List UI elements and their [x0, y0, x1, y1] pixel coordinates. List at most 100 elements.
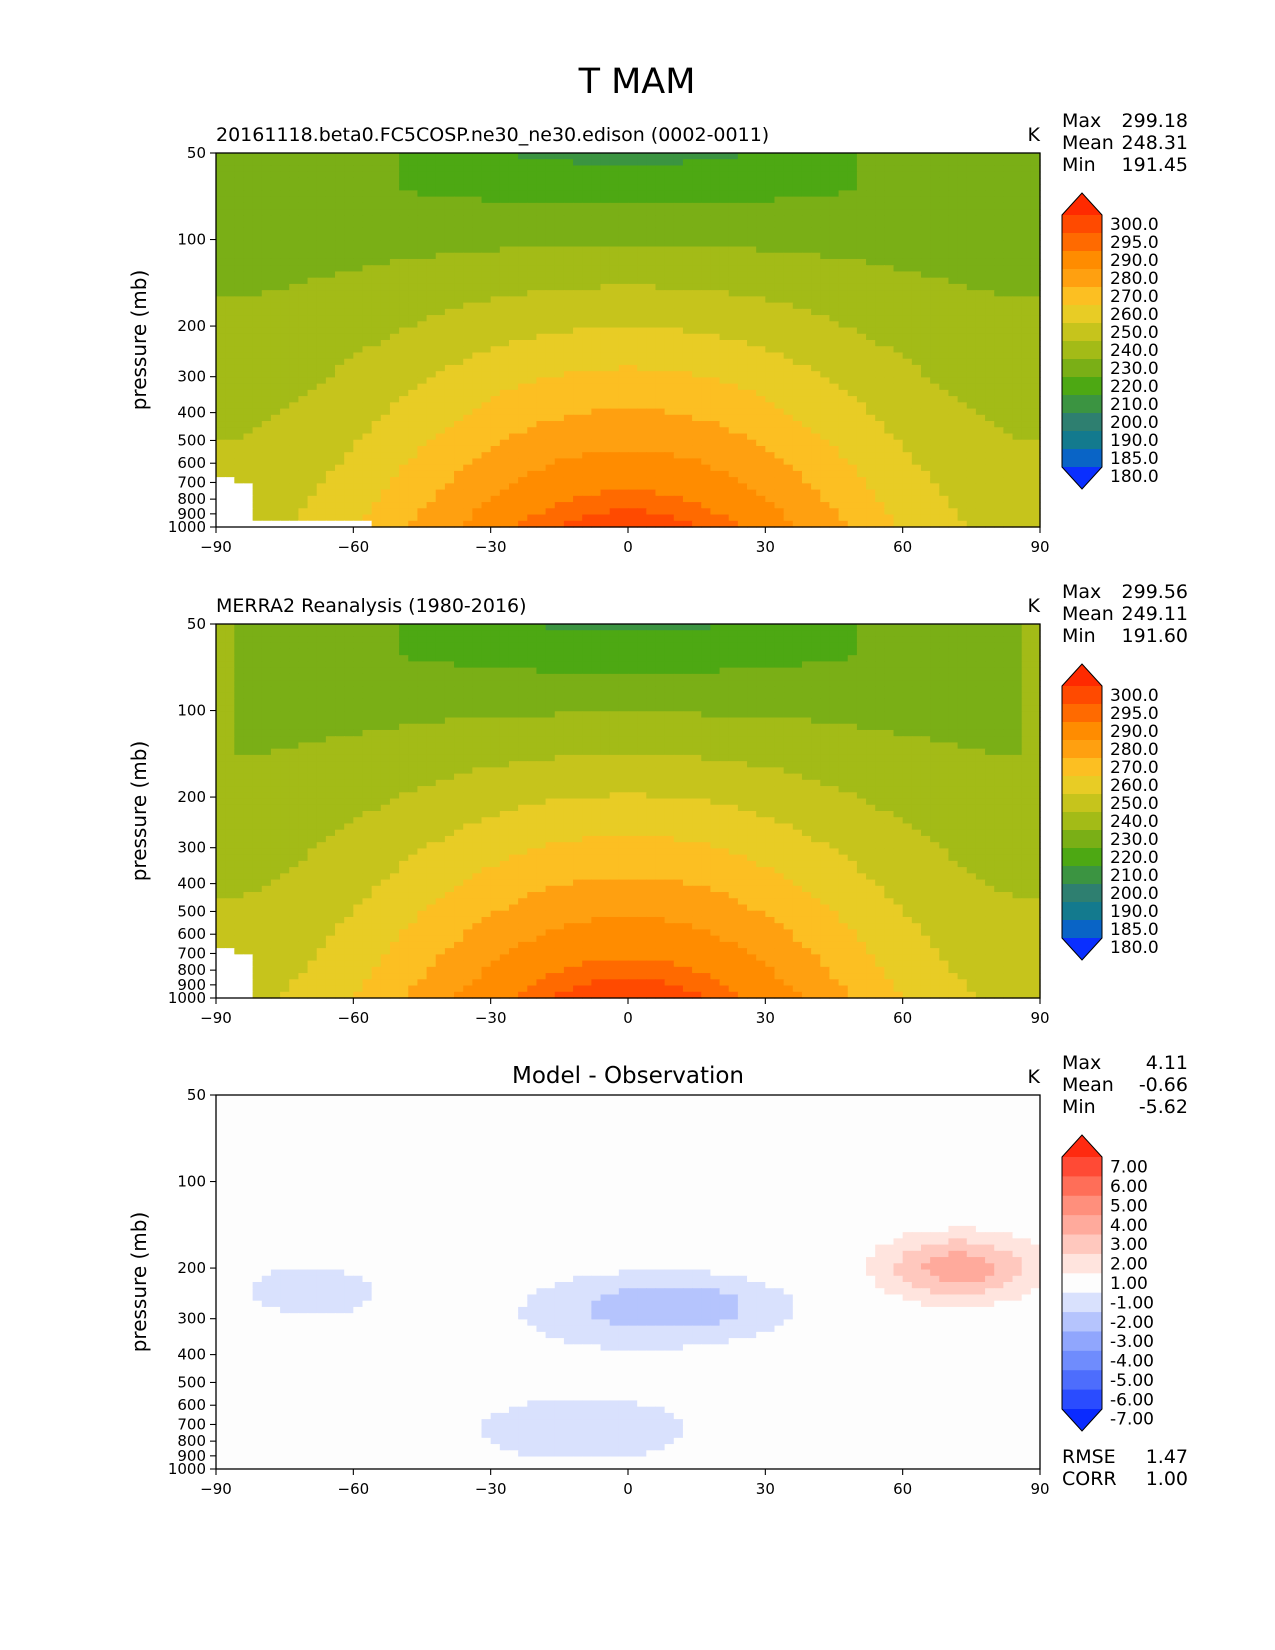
field-cell — [619, 446, 629, 453]
field-cell — [500, 215, 510, 222]
field-cell — [582, 315, 592, 322]
field-cell — [903, 352, 913, 359]
field-cell — [848, 184, 858, 191]
field-cell — [216, 153, 226, 160]
field-cell — [720, 259, 730, 266]
field-cell — [784, 409, 794, 416]
field-cell — [665, 296, 675, 303]
field-cell — [738, 234, 748, 241]
field-cell — [857, 228, 867, 235]
field-cell — [720, 440, 730, 447]
field-cell — [1013, 209, 1023, 216]
field-cell — [491, 222, 501, 229]
field-cell — [939, 197, 949, 204]
field-cell — [674, 409, 684, 416]
field-cell — [710, 303, 720, 310]
field-cell — [427, 278, 437, 285]
field-cell — [372, 352, 382, 359]
field-cell — [308, 440, 318, 447]
field-cell — [335, 390, 345, 397]
field-cell — [353, 365, 363, 372]
field-cell — [353, 222, 363, 229]
field-cell — [948, 384, 958, 391]
field-cell — [903, 359, 913, 366]
field-cell — [765, 253, 775, 260]
field-cell — [848, 396, 858, 403]
field-cell — [234, 334, 244, 341]
field-cell — [271, 247, 281, 254]
field-cell — [994, 234, 1004, 241]
field-cell — [289, 296, 299, 303]
field-cell — [344, 159, 354, 166]
field-cell — [555, 172, 565, 179]
field-cell — [903, 465, 913, 472]
field-cell — [930, 296, 940, 303]
field-cell — [738, 346, 748, 353]
field-cell — [518, 352, 528, 359]
field-cell — [637, 465, 647, 472]
field-cell — [637, 490, 647, 497]
field-cell — [280, 284, 290, 291]
field-cell — [408, 284, 418, 291]
field-cell — [362, 346, 372, 353]
field-cell — [225, 452, 235, 459]
field-cell — [289, 434, 299, 441]
field-cell — [408, 184, 418, 191]
field-cell — [591, 290, 601, 297]
field-cell — [884, 259, 894, 266]
field-cell — [491, 452, 501, 459]
field-cell — [857, 209, 867, 216]
field-cell — [619, 496, 629, 503]
field-cell — [243, 228, 253, 235]
field-cell — [216, 415, 226, 422]
field-cell — [674, 172, 684, 179]
field-cell — [710, 471, 720, 478]
field-cell — [646, 396, 656, 403]
field-cell — [921, 421, 931, 428]
field-cell — [417, 421, 427, 428]
field-cell — [353, 421, 363, 428]
field-cell — [271, 477, 281, 484]
field-cell — [326, 253, 336, 260]
field-cell — [646, 434, 656, 441]
field-cell — [628, 165, 638, 172]
field-cell — [417, 222, 427, 229]
field-cell — [857, 265, 867, 272]
field-cell — [774, 184, 784, 191]
field-cell — [967, 271, 977, 278]
field-cell — [427, 402, 437, 409]
field-cell — [445, 365, 455, 372]
field-cell — [1003, 197, 1013, 204]
field-cell — [417, 365, 427, 372]
field-cell — [408, 340, 418, 347]
field-cell — [253, 234, 263, 241]
field-cell — [381, 290, 391, 297]
field-cell — [1031, 190, 1041, 197]
field-cell — [500, 390, 510, 397]
field-cell — [802, 334, 812, 341]
field-cell — [564, 352, 574, 359]
field-cell — [894, 402, 904, 409]
field-cell — [939, 328, 949, 335]
field-cell — [564, 346, 574, 353]
field-cell — [692, 390, 702, 397]
field-cell — [225, 421, 235, 428]
field-cell — [829, 315, 839, 322]
field-cell — [573, 321, 583, 328]
field-cell — [546, 247, 556, 254]
field-cell — [216, 384, 226, 391]
field-cell — [536, 334, 546, 341]
field-cell — [564, 465, 574, 472]
field-cell — [912, 483, 922, 490]
field-cell — [655, 234, 665, 241]
field-cell — [591, 259, 601, 266]
field-cell — [1031, 240, 1041, 247]
field-cell — [948, 190, 958, 197]
field-cell — [225, 165, 235, 172]
field-cell — [381, 415, 391, 422]
field-cell — [353, 346, 363, 353]
field-cell — [610, 321, 620, 328]
field-cell — [436, 309, 446, 316]
field-cell — [655, 240, 665, 247]
field-cell — [454, 215, 464, 222]
